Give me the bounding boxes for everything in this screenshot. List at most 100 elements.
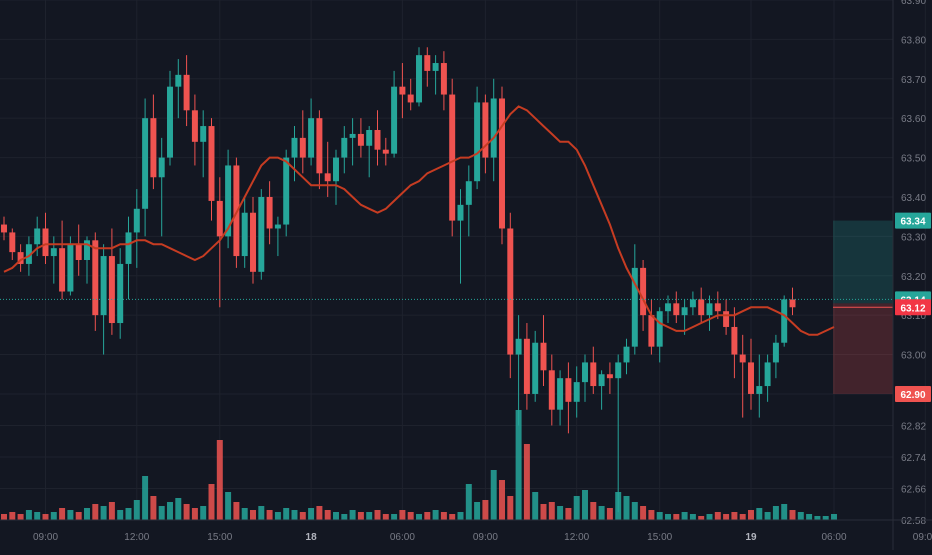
candle-body[interactable] — [698, 299, 705, 316]
candle-body[interactable] — [341, 137, 348, 158]
candle-body[interactable] — [374, 130, 381, 150]
candle-body[interactable] — [407, 94, 414, 103]
candle-body[interactable] — [25, 244, 32, 264]
candle-body[interactable] — [573, 382, 580, 402]
candle-body[interactable] — [631, 267, 638, 347]
candle-body[interactable] — [706, 303, 713, 316]
candle-body[interactable] — [606, 374, 613, 379]
candle-body[interactable] — [216, 200, 223, 237]
candle-body[interactable] — [548, 370, 555, 410]
candle-body[interactable] — [449, 94, 456, 221]
candle-body[interactable] — [739, 354, 746, 363]
candle-body[interactable] — [399, 86, 406, 95]
candle-body[interactable] — [17, 252, 24, 264]
candle-body[interactable] — [100, 256, 107, 316]
candle-body[interactable] — [457, 204, 464, 221]
candle-body[interactable] — [108, 256, 115, 324]
candle-body[interactable] — [640, 267, 647, 316]
candle-body[interactable] — [490, 98, 497, 158]
candle-body[interactable] — [158, 157, 165, 178]
candle-body[interactable] — [34, 228, 41, 245]
candle-body[interactable] — [540, 342, 547, 371]
candle-body[interactable] — [200, 126, 207, 142]
candle-body[interactable] — [291, 137, 298, 158]
candle-body[interactable] — [590, 362, 597, 387]
candle-body[interactable] — [183, 74, 190, 111]
candle-body[interactable] — [308, 118, 315, 158]
volume-bar — [673, 514, 680, 520]
candle-body[interactable] — [208, 126, 215, 201]
candle-body[interactable] — [665, 303, 671, 312]
candle-body[interactable] — [316, 118, 323, 174]
candle-body[interactable] — [117, 263, 124, 324]
candle-body[interactable] — [133, 208, 140, 233]
candle-body[interactable] — [714, 303, 721, 312]
candle-body[interactable] — [523, 338, 530, 394]
candle-body[interactable] — [756, 386, 763, 394]
candle-body[interactable] — [623, 346, 630, 363]
candle-body[interactable] — [191, 110, 198, 142]
candle-body[interactable] — [673, 303, 680, 316]
candle-body[interactable] — [474, 102, 481, 182]
candle-body[interactable] — [67, 244, 74, 292]
candle-body[interactable] — [557, 378, 564, 410]
candle-body[interactable] — [125, 232, 132, 264]
candle-body[interactable] — [532, 342, 539, 394]
candle-body[interactable] — [582, 362, 588, 383]
candle-body[interactable] — [333, 157, 339, 182]
candle-body[interactable] — [731, 326, 738, 355]
candle-body[interactable] — [1, 224, 7, 233]
price-tick-label: 62.66 — [901, 484, 926, 495]
candle-body[interactable] — [689, 299, 696, 308]
candle-body[interactable] — [382, 149, 389, 154]
candle-body[interactable] — [9, 232, 16, 253]
candle-body[interactable] — [482, 102, 489, 158]
candle-body[interactable] — [59, 248, 66, 292]
volume-bar — [382, 514, 389, 520]
candle-body[interactable] — [299, 137, 306, 158]
candle-body[interactable] — [648, 315, 655, 347]
candle-body[interactable] — [225, 165, 232, 237]
candle-body[interactable] — [250, 212, 256, 272]
candle-body[interactable] — [598, 374, 605, 387]
candle-body[interactable] — [440, 63, 447, 95]
candle-body[interactable] — [391, 86, 398, 154]
candle-body[interactable] — [366, 130, 373, 146]
candle-body[interactable] — [465, 181, 472, 205]
candle-body[interactable] — [50, 248, 57, 257]
candle-body[interactable] — [349, 133, 356, 138]
candle-body[interactable] — [84, 240, 90, 260]
candle-body[interactable] — [167, 86, 173, 158]
candle-body[interactable] — [241, 212, 248, 257]
candle-body[interactable] — [142, 118, 149, 209]
candle-body[interactable] — [175, 74, 182, 87]
candle-body[interactable] — [764, 362, 771, 387]
candle-body[interactable] — [42, 228, 49, 257]
candle-body[interactable] — [432, 63, 439, 71]
candle-body[interactable] — [565, 378, 572, 402]
candle-body[interactable] — [283, 157, 290, 225]
candle-body[interactable] — [789, 299, 796, 308]
candle-body[interactable] — [424, 55, 431, 71]
candle-body[interactable] — [416, 55, 422, 103]
candle-body[interactable] — [274, 224, 281, 229]
candle-body[interactable] — [92, 240, 99, 316]
candle-body[interactable] — [75, 244, 82, 260]
candle-body[interactable] — [772, 342, 779, 363]
candle-body[interactable] — [515, 338, 522, 355]
candle-body[interactable] — [357, 133, 364, 146]
candle-body[interactable] — [656, 311, 663, 347]
candle-body[interactable] — [324, 173, 331, 182]
candle-body[interactable] — [266, 196, 273, 229]
candle-body[interactable] — [748, 362, 754, 394]
candle-body[interactable] — [507, 228, 514, 355]
candle-body[interactable] — [150, 118, 157, 178]
candle-body[interactable] — [781, 299, 788, 343]
candle-body[interactable] — [681, 307, 688, 316]
candle-body[interactable] — [615, 362, 622, 379]
candle-body[interactable] — [258, 196, 265, 272]
candle-body[interactable] — [499, 98, 505, 229]
candle-body[interactable] — [723, 311, 730, 327]
